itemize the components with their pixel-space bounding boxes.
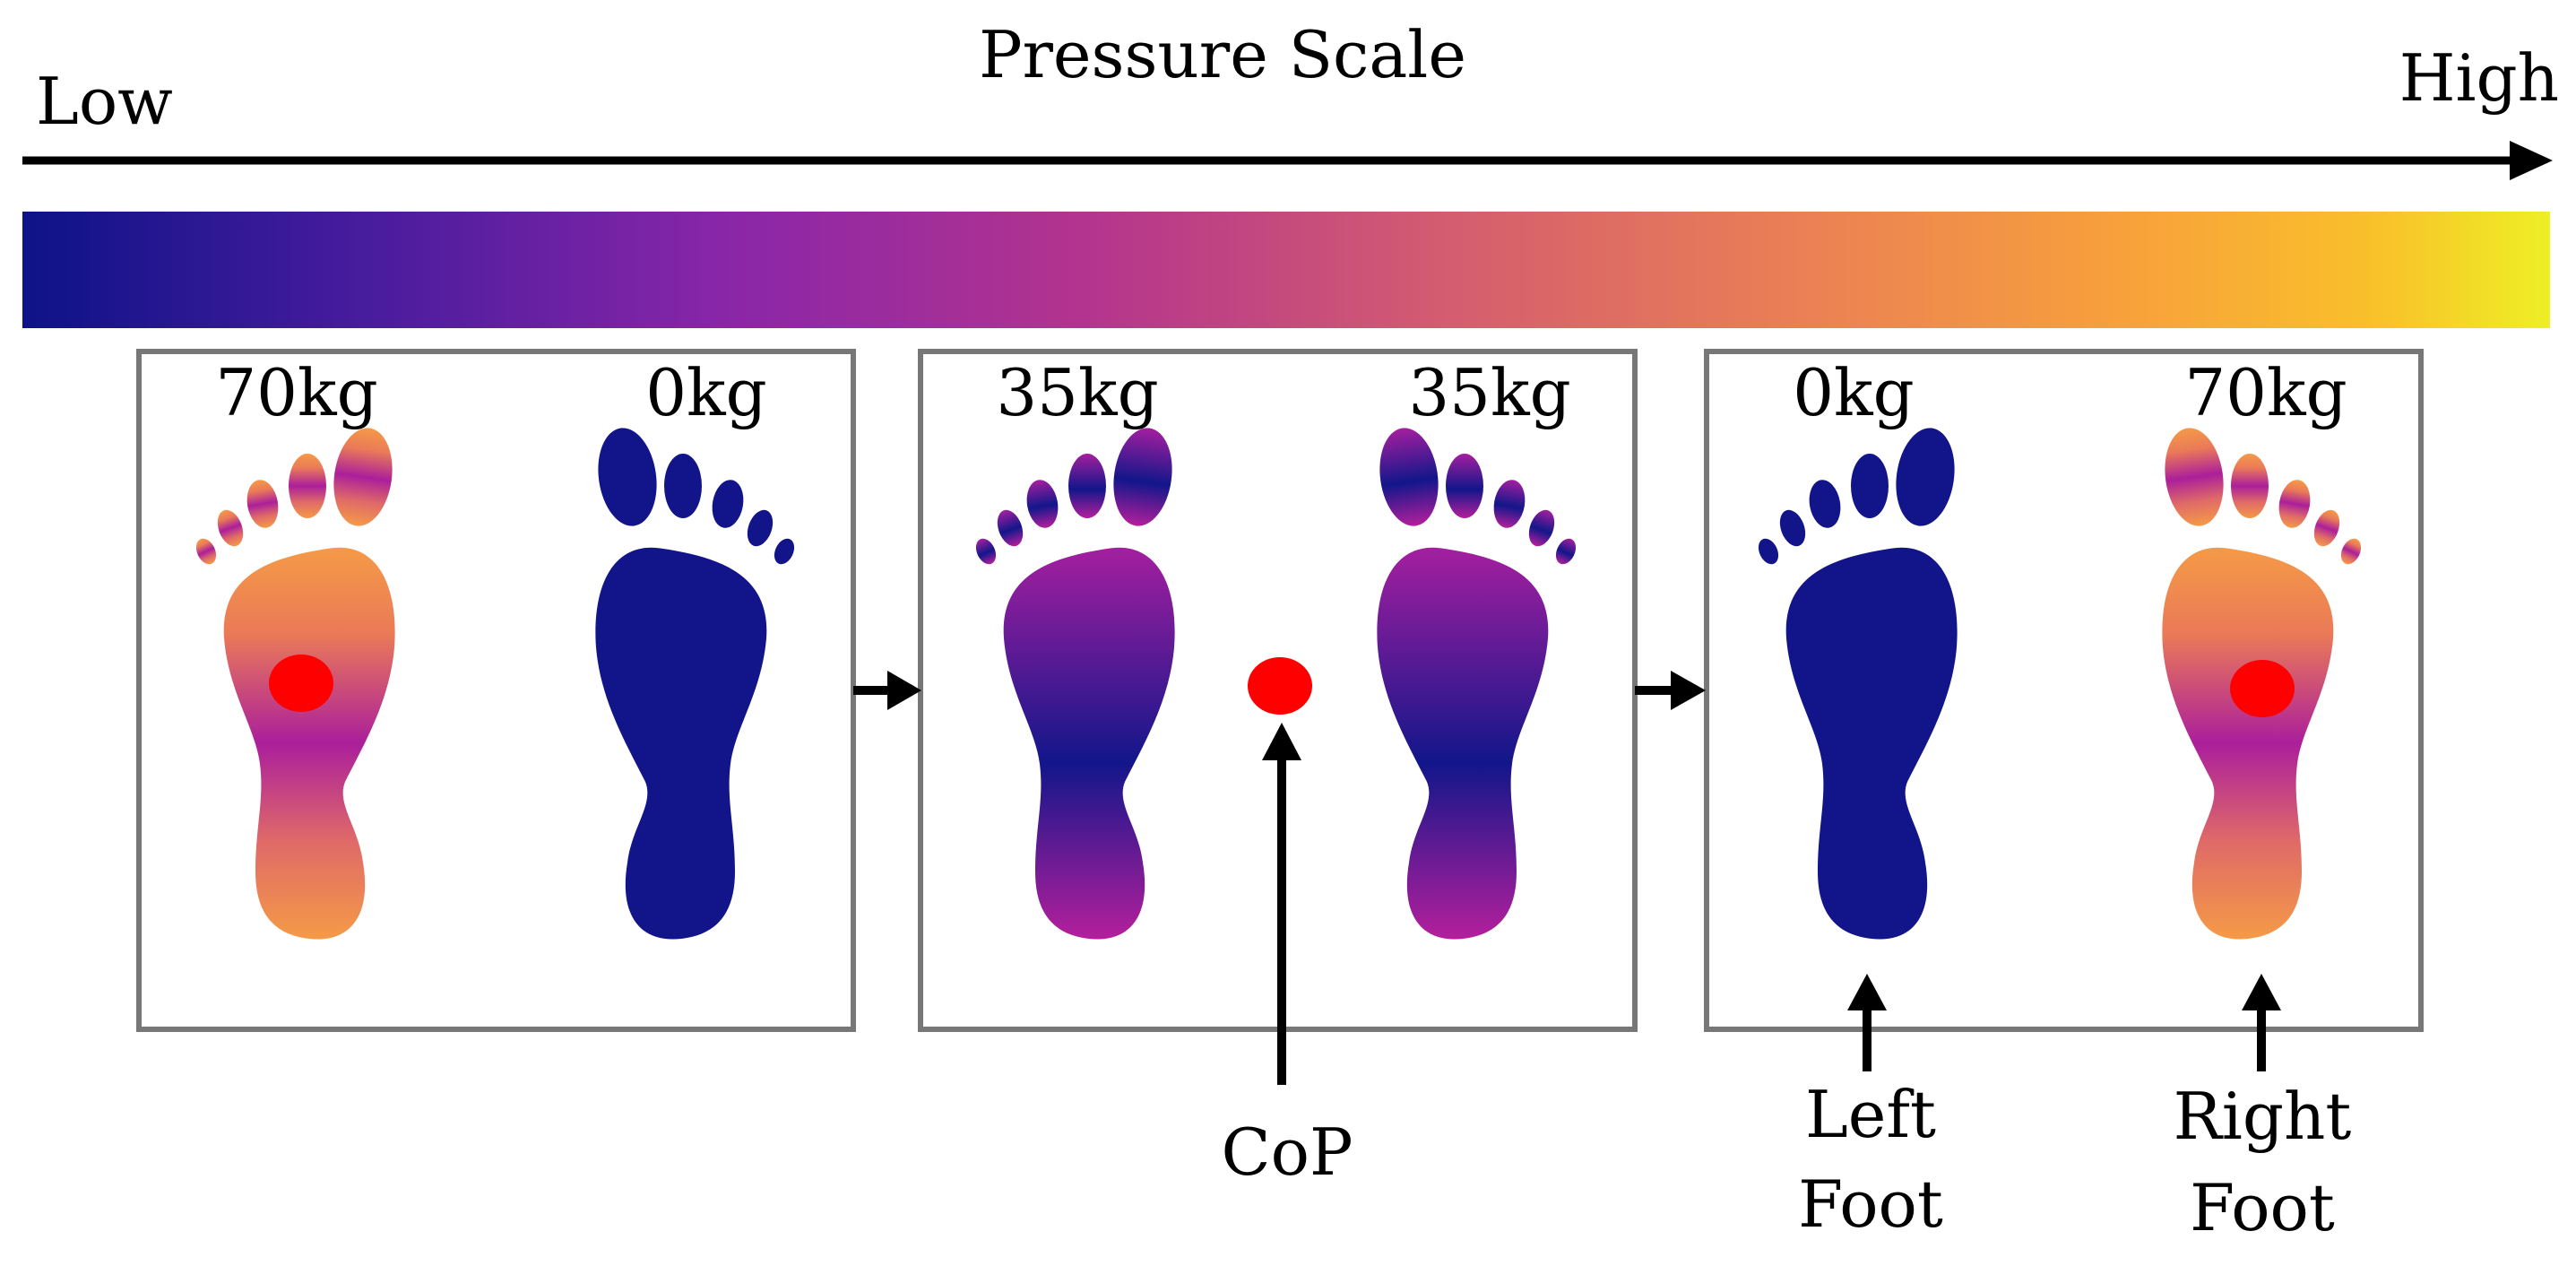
left-foot-pointer-head	[1847, 974, 1887, 1010]
panel-1-right-weight: 0kg	[645, 355, 767, 430]
right-foot-pointer-head	[2242, 974, 2281, 1010]
panel-arrow-1-head	[887, 671, 921, 710]
panel-3-frame	[1704, 349, 2424, 1032]
panel-2-right-footprint	[1373, 424, 1580, 940]
panel-arrow-2-head	[1671, 671, 1706, 710]
right-foot-label-line1: Right	[2174, 1079, 2352, 1154]
scale-high-label: High	[2399, 40, 2559, 116]
cop-label: CoP	[1222, 1114, 1353, 1190]
panel-2-right-weight: 35kg	[1408, 355, 1570, 430]
panel-2-left-footprint	[972, 424, 1179, 940]
left-foot-label-line2: Foot	[1798, 1166, 1943, 1242]
panel-1-left-weight: 70kg	[215, 355, 377, 430]
panel-3-right-weight: 70kg	[2184, 355, 2347, 430]
panel-3-left-footprint	[1754, 424, 1961, 940]
panel-1-cop-marker	[269, 655, 333, 712]
cop-pointer-head	[1262, 723, 1301, 760]
panel-3-cop-marker	[2230, 660, 2295, 717]
scale-axis-arrowhead	[2510, 141, 2553, 180]
right-foot-label-line2: Foot	[2190, 1170, 2335, 1245]
panel-3-left-weight: 0kg	[1793, 355, 1915, 430]
scale-low-label: Low	[36, 64, 173, 139]
left-foot-label-line1: Left	[1805, 1077, 1936, 1152]
panel-2-cop-marker	[1248, 657, 1312, 715]
scale-title: Pressure Scale	[979, 17, 1466, 92]
pressure-colorbar	[22, 212, 2550, 328]
panel-1-right-footprint	[592, 424, 799, 940]
panel-2-left-weight: 35kg	[996, 355, 1158, 430]
